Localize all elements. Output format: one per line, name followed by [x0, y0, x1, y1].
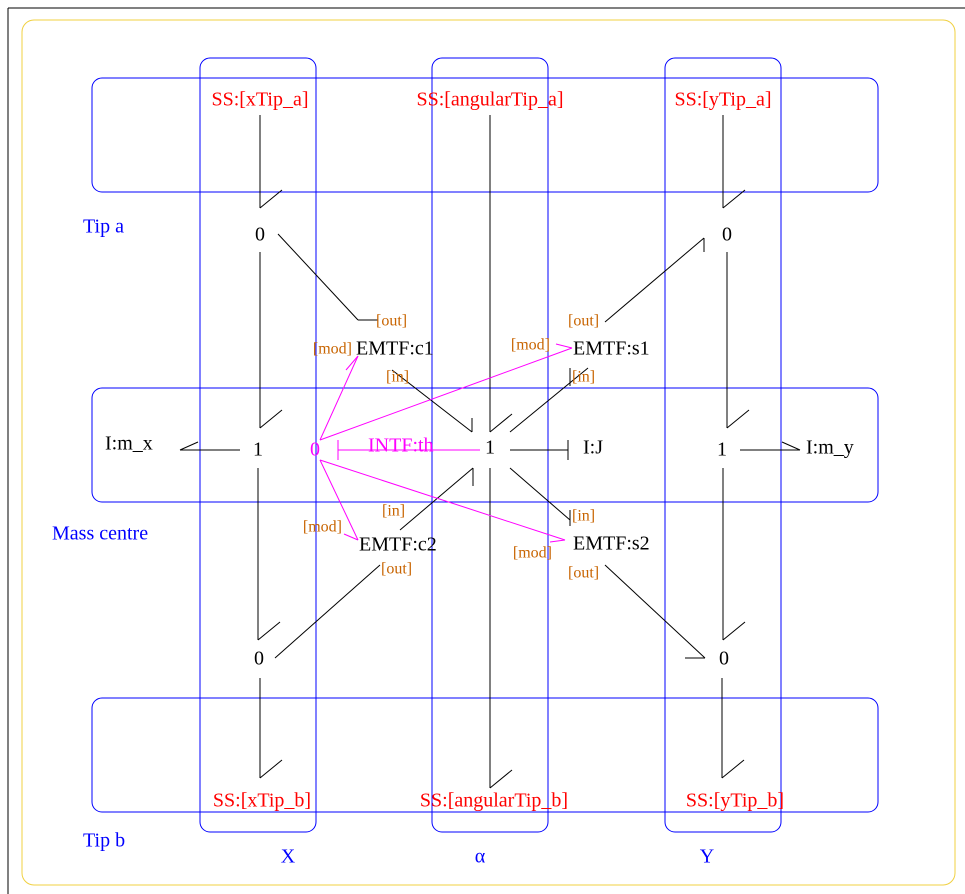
label: I:m_x [105, 433, 153, 455]
outer-frame [21, 19, 956, 886]
labels: SS:[xTip_a] SS:[angularTip_a] SS:[yTip_a… [52, 89, 854, 868]
label: SS:[angularTip_b] [420, 790, 568, 812]
transformer: EMTF:c2 [359, 534, 437, 556]
junction: 0 [254, 648, 264, 670]
junction: 1 [717, 439, 727, 461]
box-tip-b [91, 697, 879, 813]
junction: 0 [310, 439, 320, 461]
junction: 0 [255, 224, 265, 246]
bonds [179, 115, 801, 789]
box-tip-a [91, 77, 879, 193]
port: [in] [572, 508, 595, 525]
port: [mod] [303, 519, 342, 536]
box-x [199, 57, 317, 833]
box-y [664, 57, 782, 833]
box-mass-centre [91, 387, 879, 503]
port: [out] [381, 561, 412, 578]
region-boxes [91, 57, 879, 833]
transformer: EMTF:s2 [573, 533, 650, 555]
port: [in] [572, 369, 595, 386]
junction: 1 [253, 439, 263, 461]
modulation-bonds [319, 343, 573, 543]
label: INTF:th [368, 435, 434, 457]
label: Mass centre [52, 523, 148, 545]
port: [mod] [513, 545, 552, 562]
label: I:m_y [806, 437, 854, 459]
label: Tip a [83, 216, 124, 238]
label: SS:[angularTip_a] [416, 89, 563, 111]
port: [in] [386, 369, 409, 386]
label: SS:[xTip_b] [213, 790, 311, 812]
transformer: EMTF:c1 [356, 338, 434, 360]
port: [in] [382, 503, 405, 520]
transformer: EMTF:s1 [573, 338, 650, 360]
column-label: α [475, 846, 486, 868]
port: [out] [376, 313, 407, 330]
label: SS:[yTip_a] [674, 89, 771, 111]
port: [mod] [313, 341, 352, 358]
junction: 1 [485, 437, 495, 459]
label: SS:[yTip_b] [686, 790, 784, 812]
box-alpha [431, 57, 549, 833]
port: [out] [568, 313, 599, 330]
label: I:J [583, 437, 603, 459]
label: Tip b [83, 830, 125, 852]
column-label: X [281, 846, 296, 868]
label: SS:[xTip_a] [211, 89, 308, 111]
port: [out] [568, 565, 599, 582]
column-label: Y [700, 846, 714, 868]
junction: 0 [722, 224, 732, 246]
port: [mod] [511, 337, 550, 354]
junction: 0 [719, 648, 729, 670]
